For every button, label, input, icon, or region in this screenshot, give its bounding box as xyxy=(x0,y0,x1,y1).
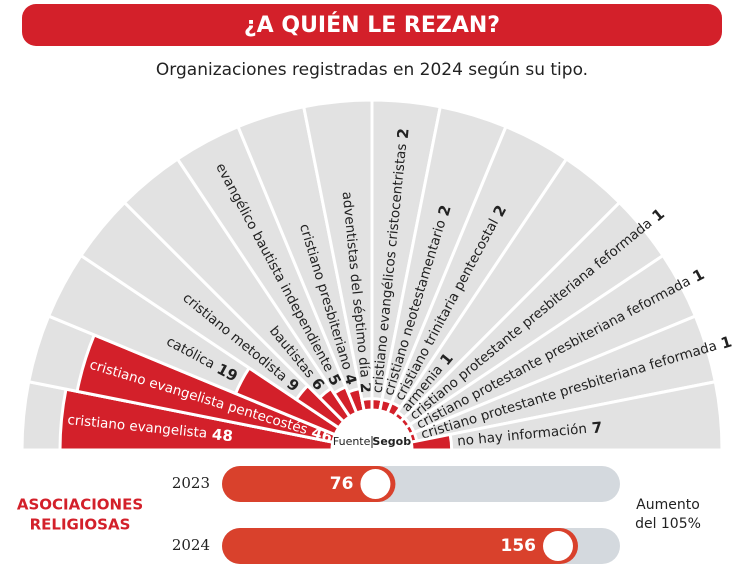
progress-title: RELIGIOSAS xyxy=(30,516,131,534)
value-label: 2 xyxy=(393,127,412,139)
title-banner xyxy=(22,4,722,46)
year-label: 2024 xyxy=(172,536,210,554)
progress-bar xyxy=(222,528,578,564)
value-label: 7 xyxy=(591,418,603,437)
source-name: Segob xyxy=(372,435,411,448)
value-label: 1 xyxy=(689,265,707,286)
progress-title: ASOCIACIONES xyxy=(17,496,143,514)
value-label: 2 xyxy=(434,203,454,218)
progress-knob xyxy=(543,531,573,561)
progress-knob xyxy=(360,469,391,499)
chart-title: ¿A QUIÉN LE REZAN? xyxy=(244,12,500,38)
annotation: del 105% xyxy=(635,516,701,532)
source: Fuente Segob xyxy=(333,435,411,448)
value-label: 1 xyxy=(719,332,734,352)
value-label: 76 xyxy=(330,474,354,494)
source-label: Fuente xyxy=(333,435,371,448)
progress-chart: 2023 76 2024 156 xyxy=(172,466,620,564)
year-label: 2023 xyxy=(172,474,210,492)
value-label: 1 xyxy=(648,204,667,225)
bar xyxy=(360,397,374,413)
value-label: 48 xyxy=(211,425,234,445)
progress-bar xyxy=(222,466,396,502)
value-label: 156 xyxy=(501,536,537,556)
annotation: Aumento xyxy=(636,497,700,513)
chart-subtitle: Organizaciones registradas en 2024 según… xyxy=(156,60,588,80)
